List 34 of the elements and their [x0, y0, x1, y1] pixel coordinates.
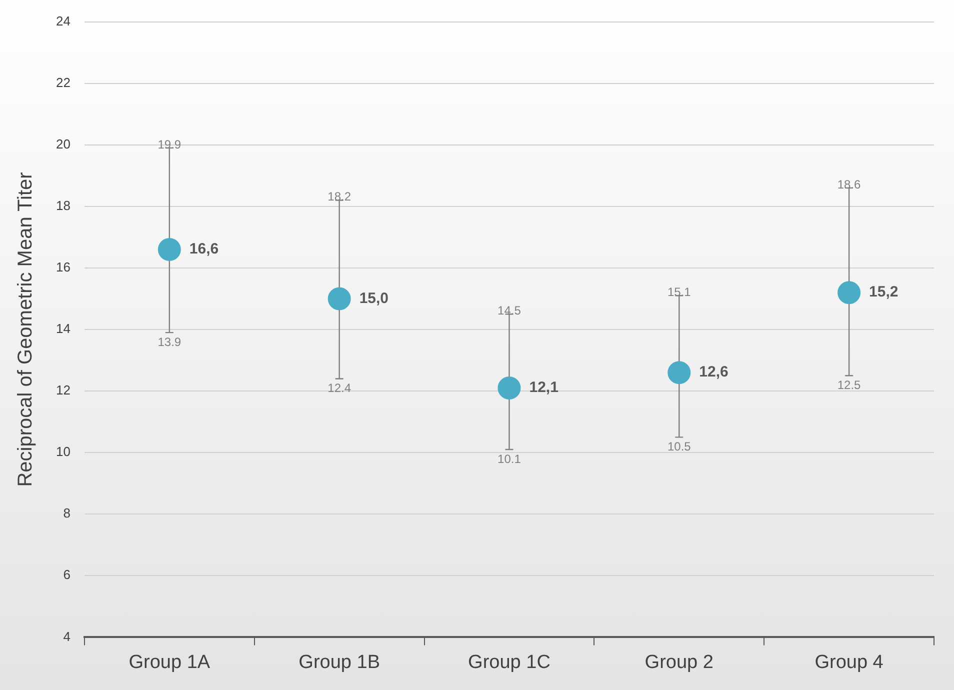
annotation: 12.4	[328, 381, 352, 396]
data-label: 15,0	[359, 290, 389, 307]
data-label: 12,6	[699, 364, 728, 381]
y-tick-label: 14	[56, 321, 70, 336]
annotation: 18.2	[328, 190, 352, 204]
y-tick-label: 8	[63, 506, 70, 521]
x-tick-label: Group 1C	[468, 652, 550, 673]
annotation: 14.5	[498, 303, 522, 318]
y-tick-label: 20	[56, 136, 70, 152]
y-axis-title: Reciprocal of Geometric Mean Titer	[14, 172, 37, 487]
point	[158, 238, 181, 261]
point	[838, 281, 861, 304]
x-tick-label: Group 4	[814, 652, 884, 673]
y-tick-label: 4	[63, 628, 70, 644]
x-tick-label: Group 1B	[298, 652, 380, 673]
y-tick-label: 18	[56, 198, 70, 213]
x-tick-label: Group 2	[644, 652, 714, 673]
y-tick-label: 12	[56, 382, 70, 398]
y-tick-label: 16	[56, 260, 70, 275]
y-tick-label: 22	[56, 74, 70, 90]
annotation: 10.1	[498, 452, 522, 466]
y-tick-label: 6	[63, 567, 70, 582]
annotation: 10.5	[667, 440, 692, 454]
data-label: 15,2	[869, 284, 898, 301]
data-label: 16,6	[189, 240, 219, 258]
y-tick-label: 10	[56, 444, 70, 460]
x-tick-label: Group 1A	[128, 652, 210, 673]
data-label: 12,1	[529, 379, 558, 396]
y-tick-label: 24	[56, 13, 70, 28]
annotation: 13.9	[158, 334, 182, 349]
point	[668, 361, 691, 384]
annotation: 12.5	[837, 378, 862, 392]
point	[328, 287, 351, 310]
point	[498, 376, 521, 400]
